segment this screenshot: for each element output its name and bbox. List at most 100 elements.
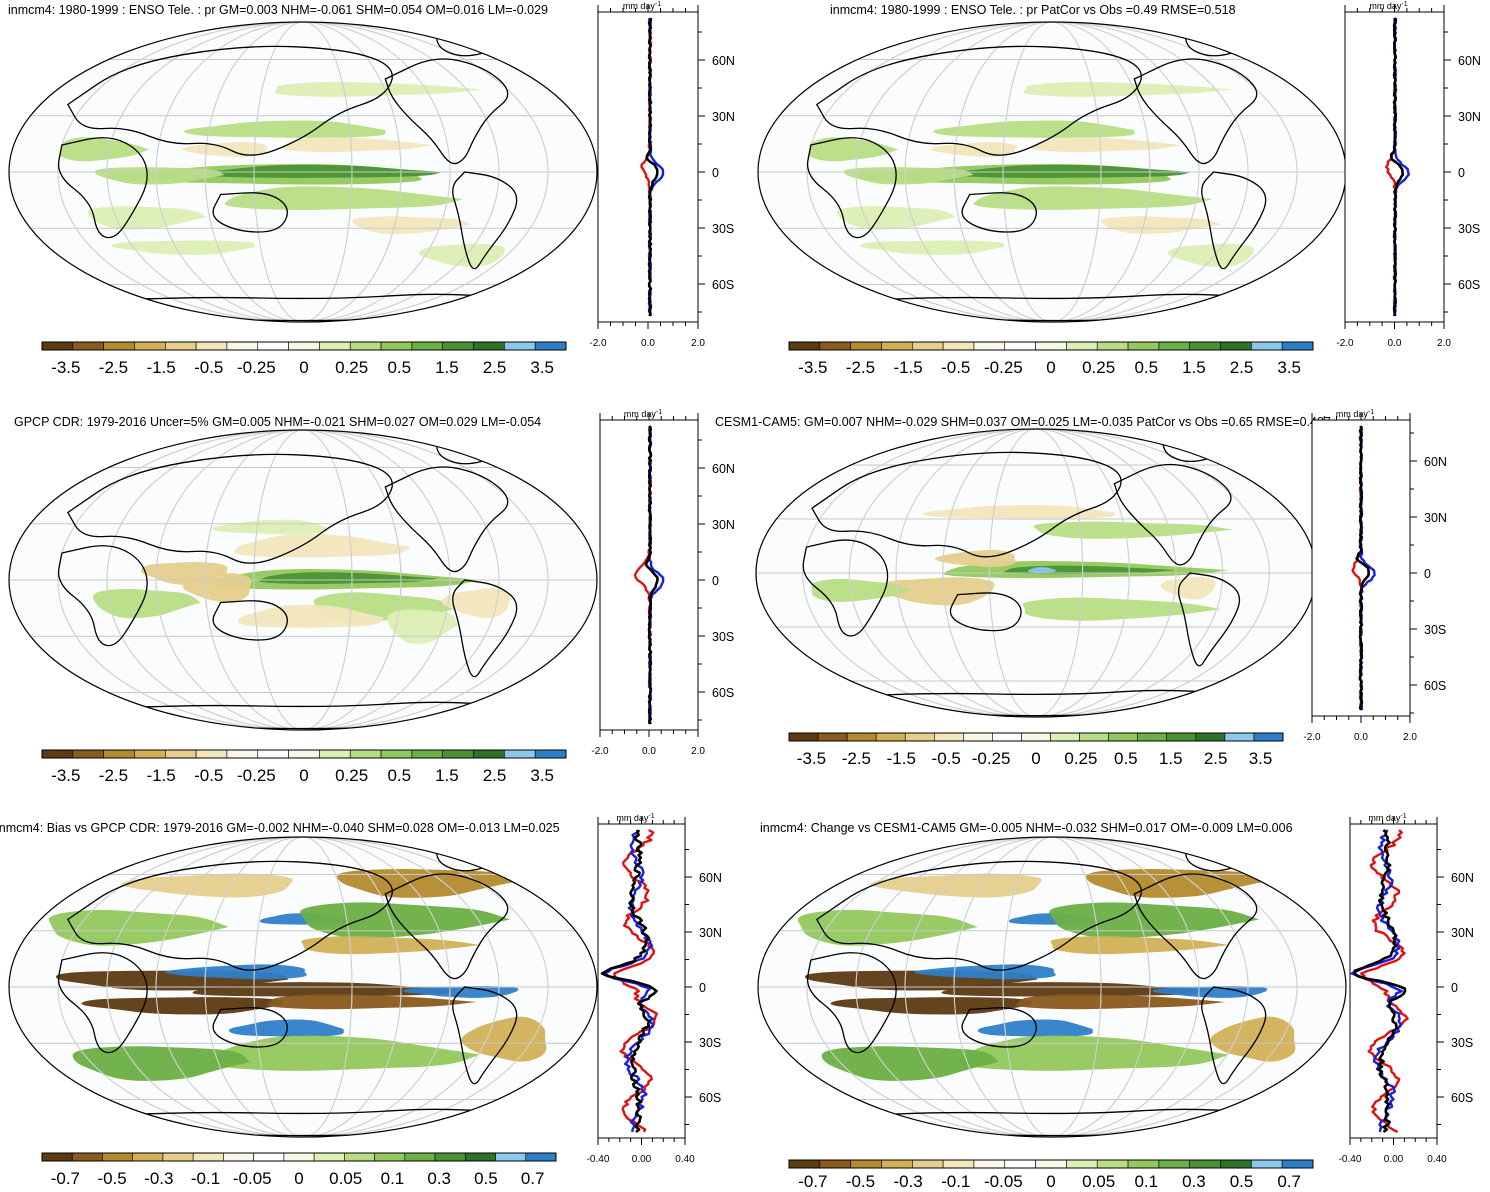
colorbar-swatch xyxy=(1158,1159,1191,1169)
colorbar-swatch xyxy=(942,1159,975,1169)
coastline-africa xyxy=(802,539,889,637)
coastline-eurasia xyxy=(811,451,1122,558)
map-outline xyxy=(757,836,1347,1138)
colorbar-swatch xyxy=(1281,1159,1314,1169)
colorbar-label: -3.5 xyxy=(797,749,826,768)
coastline-australia xyxy=(961,192,1037,233)
y-tick-label: 0 xyxy=(1458,166,1465,180)
anomaly-region xyxy=(301,936,481,955)
map xyxy=(8,21,598,323)
map xyxy=(757,21,1347,323)
x-tick-label: -2.0 xyxy=(1303,732,1321,743)
longitude-line xyxy=(57,430,549,730)
y-tick-label: 60N xyxy=(699,871,722,885)
colorbar-swatch xyxy=(534,341,567,351)
colorbar-label: -0.05 xyxy=(984,1172,1023,1191)
colorbar-label: 0.25 xyxy=(1064,749,1097,768)
colorbar-label: -0.25 xyxy=(237,358,276,377)
colorbar-swatch xyxy=(195,749,228,759)
colorbar-label: 1.5 xyxy=(1159,749,1183,768)
colorbar-swatch xyxy=(71,1152,103,1162)
y-tick-label: 60S xyxy=(712,278,734,292)
colorbar-label: 0.5 xyxy=(387,358,411,377)
colorbar: -0.7 -0.5 -0.3 -0.1 -0.05 0 0.05 0.1 0.3 0.5 0.7 xyxy=(788,1159,1314,1191)
colorbar: -0.7 -0.5 -0.3 -0.1 -0.05 0 0.05 0.1 0.3 0.5 0.7 xyxy=(41,1152,557,1188)
colorbar-swatch xyxy=(41,341,74,351)
colorbar-swatch xyxy=(374,1152,406,1162)
colorbar-swatch xyxy=(1004,341,1036,351)
colorbar-label: -0.5 xyxy=(941,358,970,377)
anomaly-region xyxy=(1031,137,1182,153)
colorbar-swatch xyxy=(1035,341,1067,351)
colorbar-swatch xyxy=(788,341,821,351)
longitude-line xyxy=(204,430,402,730)
colorbar-swatch xyxy=(192,1152,224,1162)
y-tick-label: 60N xyxy=(1458,54,1481,68)
panel-4: CESM1-CAM5: GM=0.007 NHM=-0.029 SHM=0.03… xyxy=(715,409,1447,768)
longitude-line xyxy=(848,429,1224,717)
colorbar-swatch xyxy=(1220,1159,1252,1169)
colorbar-label: 0.5 xyxy=(1134,358,1158,377)
anomaly-region xyxy=(941,982,1208,997)
coastline-africa xyxy=(57,545,148,647)
colorbar-swatch xyxy=(875,732,906,742)
x-tick-label: 0.0 xyxy=(1354,732,1368,743)
anomaly-region xyxy=(934,549,1016,568)
panel-title: CESM1-CAM5: GM=0.007 NHM=-0.029 SHM=0.03… xyxy=(715,415,1331,429)
anomaly-region xyxy=(955,164,1192,178)
colorbar-frame xyxy=(41,1152,557,1162)
colorbar-swatch xyxy=(850,1159,882,1169)
anomaly-region xyxy=(914,964,1056,980)
zonal-mean-profile: 60N 30N 0 30S 60S -2.0 0.0 2.0 mm day-1 xyxy=(591,409,735,757)
x-tick-label: -0.40 xyxy=(1339,1154,1362,1165)
colorbar-swatch xyxy=(288,341,320,351)
longitude-line xyxy=(802,429,1270,717)
y-tick-label: 60N xyxy=(1451,871,1474,885)
longitude-line xyxy=(1002,837,1102,1137)
colorbar-label: -0.25 xyxy=(984,358,1023,377)
colorbar-label: 2.5 xyxy=(483,358,507,377)
coastline-samerica xyxy=(452,171,518,270)
anomaly-region xyxy=(441,588,511,619)
anomaly-region xyxy=(1086,868,1264,898)
colorbar: -3.5 -2.5 -1.5 -0.5 -0.25 0 0.25 0.5 1.5 2.5 3.5 xyxy=(788,732,1284,768)
anomaly-region xyxy=(94,167,225,185)
colorbar-swatch xyxy=(1096,341,1129,351)
y-tick-label: 60S xyxy=(1424,679,1446,693)
colorbar-swatch xyxy=(1108,732,1139,742)
longitude-line xyxy=(988,429,1084,717)
colorbar-swatch xyxy=(434,1152,466,1162)
colorbar-swatch xyxy=(380,341,413,351)
colorbar-label: 2.5 xyxy=(1230,358,1254,377)
x-tick-label: 0.00 xyxy=(1384,1154,1404,1165)
longitude-line xyxy=(204,22,402,322)
colorbar-swatch xyxy=(495,1152,527,1162)
colorbar-swatch xyxy=(319,749,351,759)
colorbar-label: -3.5 xyxy=(51,766,80,785)
anomaly-region xyxy=(843,167,974,185)
panel-2: inmcm4: 1980-1999 : ENSO Tele. : pr PatC… xyxy=(757,1,1481,377)
map-field xyxy=(758,837,1346,1137)
map-outline xyxy=(8,429,598,731)
colorbar-label: -2.5 xyxy=(842,749,871,768)
zonal-mean-profile: 60N 30N 0 30S 60S -2.0 0.0 2.0 mm day-1 xyxy=(1303,409,1447,743)
longitude-line xyxy=(204,837,402,1137)
longitude-line xyxy=(253,22,353,322)
colorbar-swatch xyxy=(788,732,819,742)
colorbar-label: 0.5 xyxy=(1114,749,1138,768)
colorbar-label: -2.5 xyxy=(99,766,128,785)
anomaly-region xyxy=(830,997,1032,1015)
colorbar-label: 0.3 xyxy=(427,1169,451,1188)
anomaly-region xyxy=(403,986,519,998)
profile-line-mean xyxy=(645,18,659,317)
x-tick-label: 0.0 xyxy=(642,746,656,757)
longitude-line xyxy=(155,430,451,730)
colorbar-label: -0.7 xyxy=(51,1169,80,1188)
colorbar-label: -0.5 xyxy=(846,1172,875,1191)
colorbar-label: 0 xyxy=(299,358,308,377)
coastline-eurasia xyxy=(815,45,1142,156)
colorbar-swatch xyxy=(933,732,964,742)
colorbar-label: -0.1 xyxy=(941,1172,970,1191)
colorbar-frame xyxy=(788,1159,1314,1169)
colorbar-label: 0 xyxy=(294,1169,303,1188)
